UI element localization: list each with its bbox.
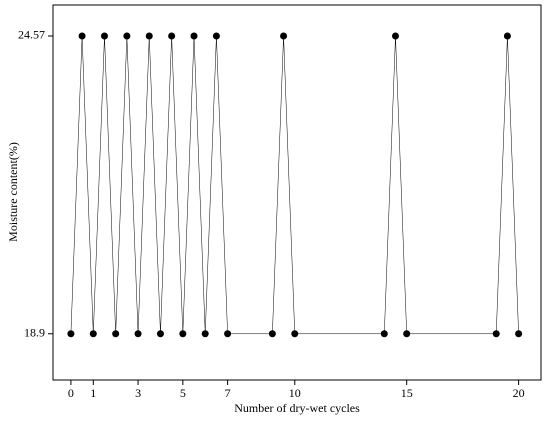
- x-tick-label: 1: [90, 386, 96, 400]
- x-tick-label: 3: [135, 386, 141, 400]
- point: [391, 32, 399, 40]
- point: [145, 32, 153, 40]
- x-tick-label: 15: [401, 386, 413, 400]
- point: [179, 330, 187, 338]
- point: [123, 32, 131, 40]
- x-tick-label: 7: [225, 386, 231, 400]
- y-axis-label: Moisture content(%): [6, 142, 20, 242]
- point: [168, 32, 176, 40]
- point: [492, 330, 500, 338]
- point: [67, 330, 75, 338]
- y-tick-label: 24.57: [18, 28, 45, 42]
- point: [380, 330, 388, 338]
- series-line: [70, 35, 519, 335]
- point: [190, 32, 198, 40]
- point: [268, 330, 276, 338]
- point: [212, 32, 220, 40]
- point: [134, 330, 142, 338]
- point: [224, 330, 232, 338]
- point: [403, 330, 411, 338]
- point: [291, 330, 299, 338]
- point: [156, 330, 164, 338]
- point: [112, 330, 120, 338]
- point: [201, 330, 209, 338]
- y-tick-label: 18.9: [24, 326, 45, 340]
- point: [100, 32, 108, 40]
- point: [515, 330, 523, 338]
- x-tick-label: 0: [68, 386, 74, 400]
- point: [503, 32, 511, 40]
- point: [78, 32, 86, 40]
- x-tick-label: 5: [180, 386, 186, 400]
- x-tick-label: 10: [289, 386, 301, 400]
- x-tick-label: 20: [513, 386, 525, 400]
- point: [89, 330, 97, 338]
- plot-frame: [52, 4, 542, 381]
- x-axis-label: Number of dry-wet cycles: [234, 401, 360, 415]
- point: [280, 32, 288, 40]
